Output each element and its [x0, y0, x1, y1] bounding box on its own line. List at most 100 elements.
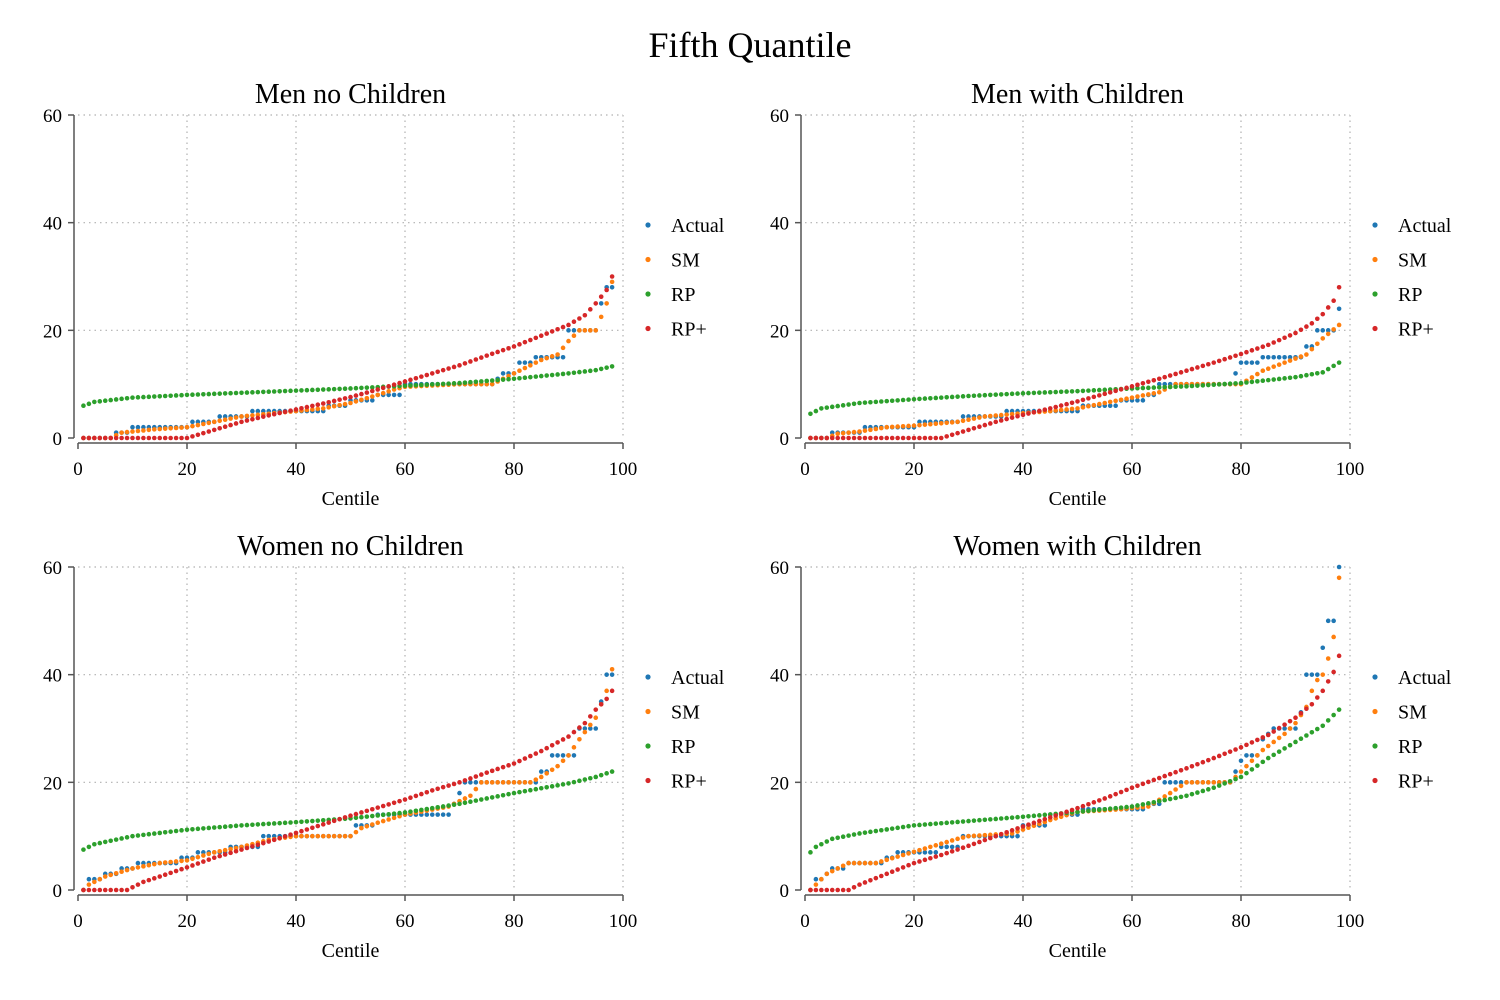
point-sm [538, 774, 544, 780]
point-sm [928, 844, 933, 850]
point-rp [413, 382, 419, 388]
y-tick-label: 0 [53, 429, 63, 450]
point-actual [1315, 672, 1320, 677]
point-rp-plus [277, 835, 282, 841]
point-sm [933, 843, 939, 848]
point-rp [884, 398, 890, 404]
point-rp [97, 399, 103, 404]
point-rp [549, 784, 555, 789]
point-rp [982, 817, 988, 823]
point-rp [271, 821, 277, 826]
point-rp [217, 391, 222, 396]
point-rp [555, 783, 560, 788]
point-rp-plus [966, 843, 971, 849]
point-sm [1211, 780, 1217, 785]
point-sm [342, 833, 348, 839]
point-rp-plus [1075, 805, 1080, 811]
point-actual [250, 408, 255, 414]
point-sm [873, 426, 879, 432]
point-rp [364, 814, 370, 819]
point-actual [397, 392, 402, 398]
point-sm [1331, 634, 1336, 640]
point-sm [835, 431, 840, 436]
point-rp [102, 839, 108, 845]
point-rp-plus [1184, 766, 1189, 771]
point-actual [429, 812, 435, 817]
point-sm [555, 763, 560, 769]
point-rp [829, 836, 835, 842]
point-rp-plus [884, 435, 890, 441]
point-sm [1097, 401, 1102, 407]
point-rp-plus [473, 357, 479, 362]
point-rp [440, 381, 446, 387]
point-rp-plus [162, 435, 168, 441]
point-rp [1309, 371, 1315, 377]
point-sm [370, 394, 375, 399]
point-rp-plus [911, 860, 917, 866]
point-rp-plus [310, 403, 315, 409]
point-sm [1271, 364, 1276, 369]
point-rp-plus [1107, 390, 1113, 395]
point-rp-plus [1260, 735, 1266, 740]
point-rp-plus [310, 825, 315, 831]
point-rp [566, 371, 571, 376]
point-sm [588, 722, 593, 728]
point-sm [1020, 827, 1026, 832]
point-rp [402, 810, 408, 815]
point-sm [500, 780, 506, 785]
point-rp [173, 828, 179, 834]
point-actual [582, 726, 588, 731]
point-rp-plus [1047, 406, 1053, 411]
point-rp-plus [566, 322, 571, 328]
point-rp-plus [928, 435, 933, 441]
point-rp-plus [906, 435, 911, 441]
x-tick-label: 60 [396, 911, 415, 932]
point-rp-plus [819, 435, 824, 441]
point-actual [593, 726, 599, 731]
point-sm [1331, 327, 1336, 332]
point-rp-plus [484, 770, 490, 775]
point-sm [1265, 743, 1271, 749]
point-sm [960, 418, 966, 424]
point-sm [868, 427, 873, 433]
point-rp [824, 405, 830, 410]
point-rp [609, 364, 615, 369]
point-rp [1298, 736, 1304, 742]
point-rp-plus [1249, 348, 1255, 353]
point-actual [1140, 398, 1146, 403]
point-rp [250, 390, 255, 395]
point-rp-plus [1309, 701, 1315, 707]
point-rp-plus [889, 869, 895, 874]
point-rp [1325, 366, 1331, 372]
point-rp-plus [233, 848, 239, 854]
point-rp [998, 392, 1004, 397]
point-rp [824, 839, 830, 844]
x-tick-label: 80 [1232, 459, 1251, 480]
point-rp-plus [130, 885, 135, 890]
point-rp [419, 382, 424, 388]
point-rp-plus [342, 815, 348, 820]
point-rp-plus [1097, 393, 1102, 398]
point-rp-plus [1293, 715, 1298, 721]
point-rp-plus [1200, 759, 1206, 765]
point-sm [468, 793, 473, 799]
point-rp-plus [195, 861, 201, 866]
point-sm [1107, 399, 1113, 405]
point-rp-plus [824, 887, 830, 893]
point-rp-plus [141, 435, 146, 441]
point-rp-plus [533, 751, 539, 756]
x-axis-label: Centile [322, 488, 380, 510]
point-rp [868, 399, 873, 405]
point-rp [819, 841, 824, 847]
point-rp [92, 841, 97, 847]
point-rp-plus [1053, 813, 1058, 818]
point-rp-plus [813, 887, 819, 893]
point-rp [851, 401, 857, 407]
point-rp-plus [424, 789, 430, 795]
point-rp [157, 830, 163, 836]
point-rp [555, 372, 560, 377]
point-rp [288, 820, 293, 825]
point-rp [955, 394, 960, 399]
point-sm [397, 813, 402, 819]
point-rp-plus [506, 763, 511, 768]
